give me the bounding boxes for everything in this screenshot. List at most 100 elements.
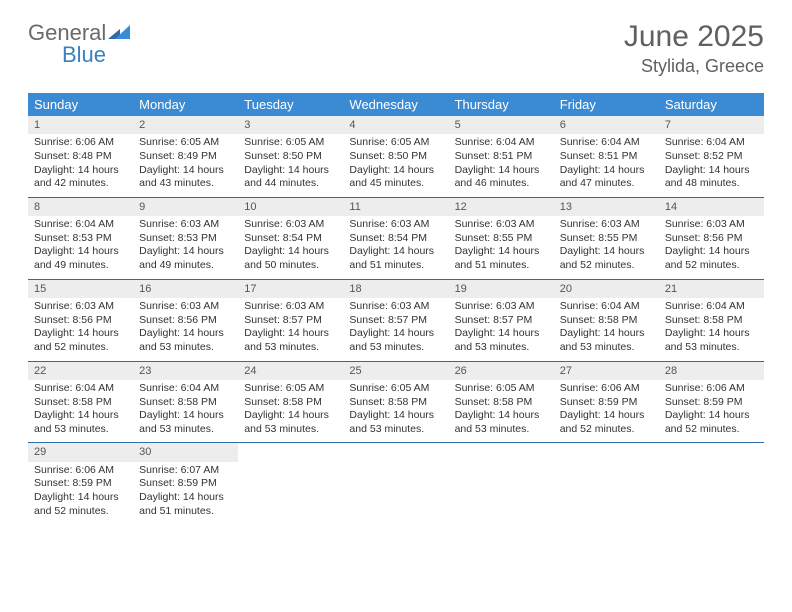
day-number: 30 [133,443,238,461]
day-cell: 20 Sunrise: 6:04 AMSunset: 8:58 PMDayligh… [554,280,659,361]
day-cell: 16Sunrise: 6:03 AMSunset: 8:56 PMDayligh… [133,280,238,361]
sunrise-line: Sunrise: 6:03 AM [349,218,442,232]
day-cell: 21Sunrise: 6:04 AMSunset: 8:58 PMDayligh… [659,280,764,361]
sunset-line: Sunset: 8:57 PM [349,314,442,328]
sunset-line: Sunset: 8:56 PM [665,232,758,246]
daylight-line: Daylight: 14 hours and 53 minutes. [244,327,337,354]
day-number: 23 [133,362,238,380]
sunrise-line: Sunrise: 6:05 AM [244,382,337,396]
day-number: 14 [659,198,764,216]
sunrise-line: Sunrise: 6:03 AM [34,300,127,314]
sunrise-line: Sunrise: 6:04 AM [560,136,653,150]
day-cell-body: Sunrise: 6:05 AMSunset: 8:58 PMDaylight:… [238,380,343,443]
day-cell: 7Sunrise: 6:04 AMSunset: 8:52 PMDaylight… [659,116,764,197]
day-cell: 29Sunrise: 6:06 AMSunset: 8:59 PMDayligh… [28,443,133,524]
daylight-line: Daylight: 14 hours and 53 minutes. [34,409,127,436]
sunrise-line: Sunrise: 6:03 AM [455,218,548,232]
day-cell: 10Sunrise: 6:03 AMSunset: 8:54 PMDayligh… [238,198,343,279]
day-number: 28 [659,362,764,380]
day-cell: 26Sunrise: 6:05 AMSunset: 8:58 PMDayligh… [449,362,554,443]
day-number: 18 [343,280,448,298]
daylight-line: Daylight: 14 hours and 53 minutes. [349,327,442,354]
sunrise-line: Sunrise: 6:06 AM [560,382,653,396]
day-cell: 23Sunrise: 6:04 AMSunset: 8:58 PMDayligh… [133,362,238,443]
calendar: Sunday Monday Tuesday Wednesday Thursday… [28,93,764,524]
day-cell: 27Sunrise: 6:06 AMSunset: 8:59 PMDayligh… [554,362,659,443]
daylight-line: Daylight: 14 hours and 53 minutes. [665,327,758,354]
day-cell: 1Sunrise: 6:06 AMSunset: 8:48 PMDaylight… [28,116,133,197]
sunrise-line: Sunrise: 6:07 AM [139,464,232,478]
logo: GeneralBlue [28,20,131,68]
sunrise-line: Sunrise: 6:05 AM [244,136,337,150]
day-header-cell: Wednesday [343,93,448,116]
sunrise-line: Sunrise: 6:03 AM [244,300,337,314]
sunset-line: Sunset: 8:48 PM [34,150,127,164]
sunrise-line: Sunrise: 6:03 AM [139,218,232,232]
day-cell-body: Sunrise: 6:03 AMSunset: 8:57 PMDaylight:… [343,298,448,361]
day-header-cell: Monday [133,93,238,116]
day-number: 3 [238,116,343,134]
day-cell: 8Sunrise: 6:04 AMSunset: 8:53 PMDaylight… [28,198,133,279]
sunrise-line: Sunrise: 6:05 AM [455,382,548,396]
sunset-line: Sunset: 8:53 PM [139,232,232,246]
day-number: 6 [554,116,659,134]
sunrise-line: Sunrise: 6:04 AM [34,382,127,396]
day-number: 20 [554,280,659,298]
sunrise-line: Sunrise: 6:04 AM [665,300,758,314]
week-row: 1Sunrise: 6:06 AMSunset: 8:48 PMDaylight… [28,116,764,198]
daylight-line: Daylight: 14 hours and 51 minutes. [349,245,442,272]
sunset-line: Sunset: 8:55 PM [560,232,653,246]
sunset-line: Sunset: 8:59 PM [34,477,127,491]
day-number: 16 [133,280,238,298]
day-cell: 9 Sunrise: 6:03 AMSunset: 8:53 PMDaylight… [133,198,238,279]
day-cell: 17Sunrise: 6:03 AMSunset: 8:57 PMDayligh… [238,280,343,361]
sunrise-line: Sunrise: 6:04 AM [560,300,653,314]
sunrise-line: Sunrise: 6:03 AM [139,300,232,314]
daylight-line: Daylight: 14 hours and 53 minutes. [244,409,337,436]
day-cell-body: Sunrise: 6:04 AMSunset: 8:58 PMDaylight:… [659,298,764,361]
day-cell-body: Sunrise: 6:03 AMSunset: 8:57 PMDaylight:… [449,298,554,361]
sunset-line: Sunset: 8:51 PM [455,150,548,164]
sunrise-line: Sunrise: 6:04 AM [665,136,758,150]
day-number: 19 [449,280,554,298]
daylight-line: Daylight: 14 hours and 52 minutes. [665,409,758,436]
day-number: 5 [449,116,554,134]
sunset-line: Sunset: 8:50 PM [349,150,442,164]
day-cell: 3Sunrise: 6:05 AMSunset: 8:50 PMDaylight… [238,116,343,197]
daylight-line: Daylight: 14 hours and 52 minutes. [34,491,127,518]
sunrise-line: Sunrise: 6:03 AM [455,300,548,314]
sunrise-line: Sunrise: 6:05 AM [139,136,232,150]
daylight-line: Daylight: 14 hours and 52 minutes. [560,245,653,272]
day-number: 26 [449,362,554,380]
day-number: 25 [343,362,448,380]
sunrise-line: Sunrise: 6:03 AM [560,218,653,232]
day-cell-body: Sunrise: 6:06 AMSunset: 8:48 PMDaylight:… [28,134,133,197]
day-cell-body: Sunrise: 6:04 AMSunset: 8:51 PMDaylight:… [554,134,659,197]
sunset-line: Sunset: 8:58 PM [34,396,127,410]
daylight-line: Daylight: 14 hours and 51 minutes. [139,491,232,518]
day-cell-body: Sunrise: 6:04 AMSunset: 8:58 PMDaylight:… [133,380,238,443]
day-cell-body: Sunrise: 6:05 AMSunset: 8:50 PMDaylight:… [238,134,343,197]
daylight-line: Daylight: 14 hours and 53 minutes. [560,327,653,354]
day-header-cell: Sunday [28,93,133,116]
day-cell-body: Sunrise: 6:05 AMSunset: 8:58 PMDaylight:… [449,380,554,443]
day-number: 9 [133,198,238,216]
sunset-line: Sunset: 8:50 PM [244,150,337,164]
daylight-line: Daylight: 14 hours and 51 minutes. [455,245,548,272]
day-cell-body: Sunrise: 6:03 AMSunset: 8:56 PMDaylight:… [28,298,133,361]
day-header-cell: Tuesday [238,93,343,116]
daylight-line: Daylight: 14 hours and 49 minutes. [139,245,232,272]
day-number: 10 [238,198,343,216]
sunset-line: Sunset: 8:58 PM [560,314,653,328]
sunset-line: Sunset: 8:57 PM [455,314,548,328]
day-header-cell: Thursday [449,93,554,116]
daylight-line: Daylight: 14 hours and 53 minutes. [139,409,232,436]
sunrise-line: Sunrise: 6:06 AM [34,136,127,150]
sunset-line: Sunset: 8:52 PM [665,150,758,164]
day-cell: 4Sunrise: 6:05 AMSunset: 8:50 PMDaylight… [343,116,448,197]
sunrise-line: Sunrise: 6:03 AM [665,218,758,232]
daylight-line: Daylight: 14 hours and 53 minutes. [349,409,442,436]
day-cell-body: Sunrise: 6:06 AMSunset: 8:59 PMDaylight:… [28,462,133,525]
daylight-line: Daylight: 14 hours and 50 minutes. [244,245,337,272]
sunrise-line: Sunrise: 6:05 AM [349,136,442,150]
